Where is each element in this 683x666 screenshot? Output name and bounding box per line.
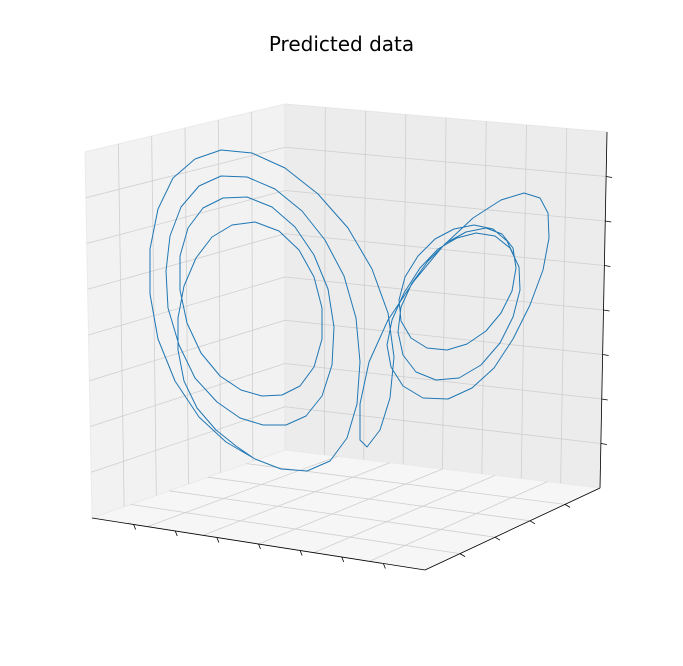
grid-line [284,363,602,400]
x-tick [174,530,178,537]
y-tick [494,536,501,541]
grid-line [284,319,603,355]
y-tick [529,520,536,525]
axis-ticks [133,176,613,569]
x-tick [299,550,303,556]
z-tick [604,265,611,267]
x-tick [258,543,261,550]
grid-line [202,462,391,536]
grid-line [89,319,286,382]
x-tick [216,537,220,543]
grid-line [85,146,286,199]
grid-line [90,406,286,473]
grid-line [313,474,496,554]
y-tick [459,553,466,557]
x-tick [341,556,345,563]
chart-title: Predicted data [268,32,415,56]
grid-line [207,476,531,522]
x-axis-line [91,517,426,571]
grid-line [284,406,601,444]
grid-line [169,490,496,538]
series-line [149,149,550,472]
grid-line [284,233,605,266]
series-group [149,149,550,472]
z-tick [603,309,610,312]
y-axis-line [424,487,601,571]
x-tick [383,563,386,569]
grid-line [258,468,443,545]
grid-line [87,233,286,290]
grid-line [90,363,286,427]
grid-line [369,481,548,562]
y-tick [564,504,571,508]
x-tick [133,524,136,530]
grid-line [88,276,286,336]
grid-lines [85,107,607,562]
grid-line [284,190,606,222]
grid-line [147,455,338,528]
grid-line [284,146,607,177]
grid-line [130,504,461,554]
z-tick [605,220,612,223]
grid-line [284,276,604,311]
z-tick [601,398,608,401]
z-axis-line [599,131,608,489]
z-tick [606,176,613,178]
z-tick [602,354,609,356]
z-tick [600,443,607,445]
